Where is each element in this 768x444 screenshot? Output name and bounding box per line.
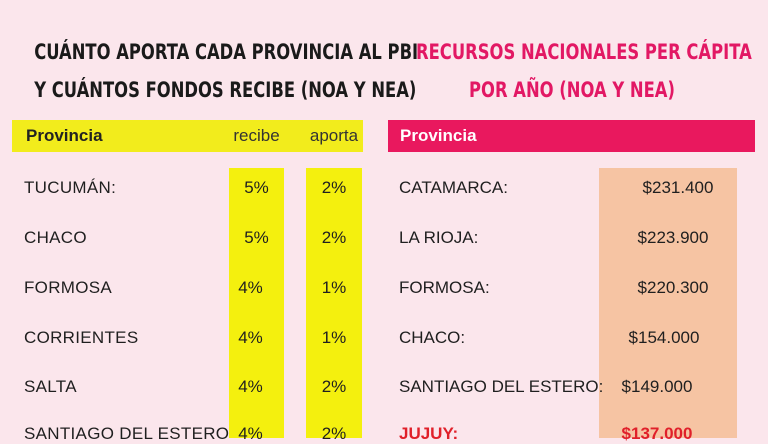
left-title-line-1: CUÁNTO APORTA CADA PROVINCIA AL PBI	[34, 40, 419, 64]
right-header-provincia: Provincia	[400, 126, 477, 145]
right-row-valor: $223.900	[637, 228, 709, 247]
left-header-bar	[12, 120, 363, 152]
left-row-provincia: CHACO	[24, 228, 87, 247]
left-row-recibe: 5%	[244, 228, 269, 247]
right-row-provincia: CATAMARCA:	[399, 178, 508, 197]
right-title-line-1: RECURSOS NACIONALES PER CÁPITA	[416, 40, 752, 64]
left-row-provincia: SALTA	[24, 377, 77, 396]
right-title: RECURSOS NACIONALES PER CÁPITA POR AÑO (…	[416, 33, 752, 109]
left-header-recibe: recibe	[233, 126, 280, 145]
right-row-valor: $149.000	[621, 377, 693, 396]
right-row-provincia: CHACO:	[399, 328, 466, 347]
right-row-provincia: FORMOSA:	[399, 278, 490, 297]
right-row-provincia: LA RIOJA:	[399, 228, 479, 247]
right-row-valor: $137.000	[621, 424, 693, 443]
right-header-bar	[388, 120, 755, 152]
right-row-provincia: JUJUY:	[399, 424, 459, 443]
left-header-provincia: Provincia	[26, 126, 103, 145]
left-row-provincia: TUCUMÁN:	[24, 178, 117, 197]
right-row-valor: $220.300	[637, 278, 709, 297]
left-title: CUÁNTO APORTA CADA PROVINCIA AL PBI Y CU…	[34, 33, 419, 109]
left-row-recibe: 4%	[238, 377, 263, 396]
right-title-line-2: POR AÑO (NOA Y NEA)	[469, 78, 675, 102]
recibe-column-highlight	[229, 168, 284, 438]
left-row-aporta: 2%	[321, 228, 347, 247]
left-row-recibe: 4%	[238, 278, 263, 297]
left-title-line-2: Y CUÁNTOS FONDOS RECIBE (NOA Y NEA)	[34, 78, 417, 102]
right-row-provincia: SANTIAGO DEL ESTERO:	[399, 377, 604, 396]
right-row-valor: $231.400	[642, 178, 714, 197]
left-row-provincia: SANTIAGO DEL ESTERO	[24, 424, 230, 443]
aporta-column-highlight	[306, 168, 362, 438]
per-capita-column-highlight	[599, 168, 737, 438]
left-row-recibe: 4%	[238, 424, 263, 443]
left-row-aporta: 2%	[321, 424, 347, 443]
left-header-aporta: aporta	[309, 126, 359, 145]
left-row-provincia: CORRIENTES	[24, 328, 139, 347]
left-row-aporta: 2%	[321, 178, 347, 197]
left-row-aporta: 1%	[321, 278, 347, 297]
left-row-recibe: 4%	[238, 328, 263, 347]
left-row-aporta: 1%	[321, 328, 347, 347]
right-row-valor: $154.000	[628, 328, 700, 347]
left-row-provincia: FORMOSA	[24, 278, 113, 297]
left-row-recibe: 5%	[244, 178, 269, 197]
left-row-aporta: 2%	[321, 377, 347, 396]
